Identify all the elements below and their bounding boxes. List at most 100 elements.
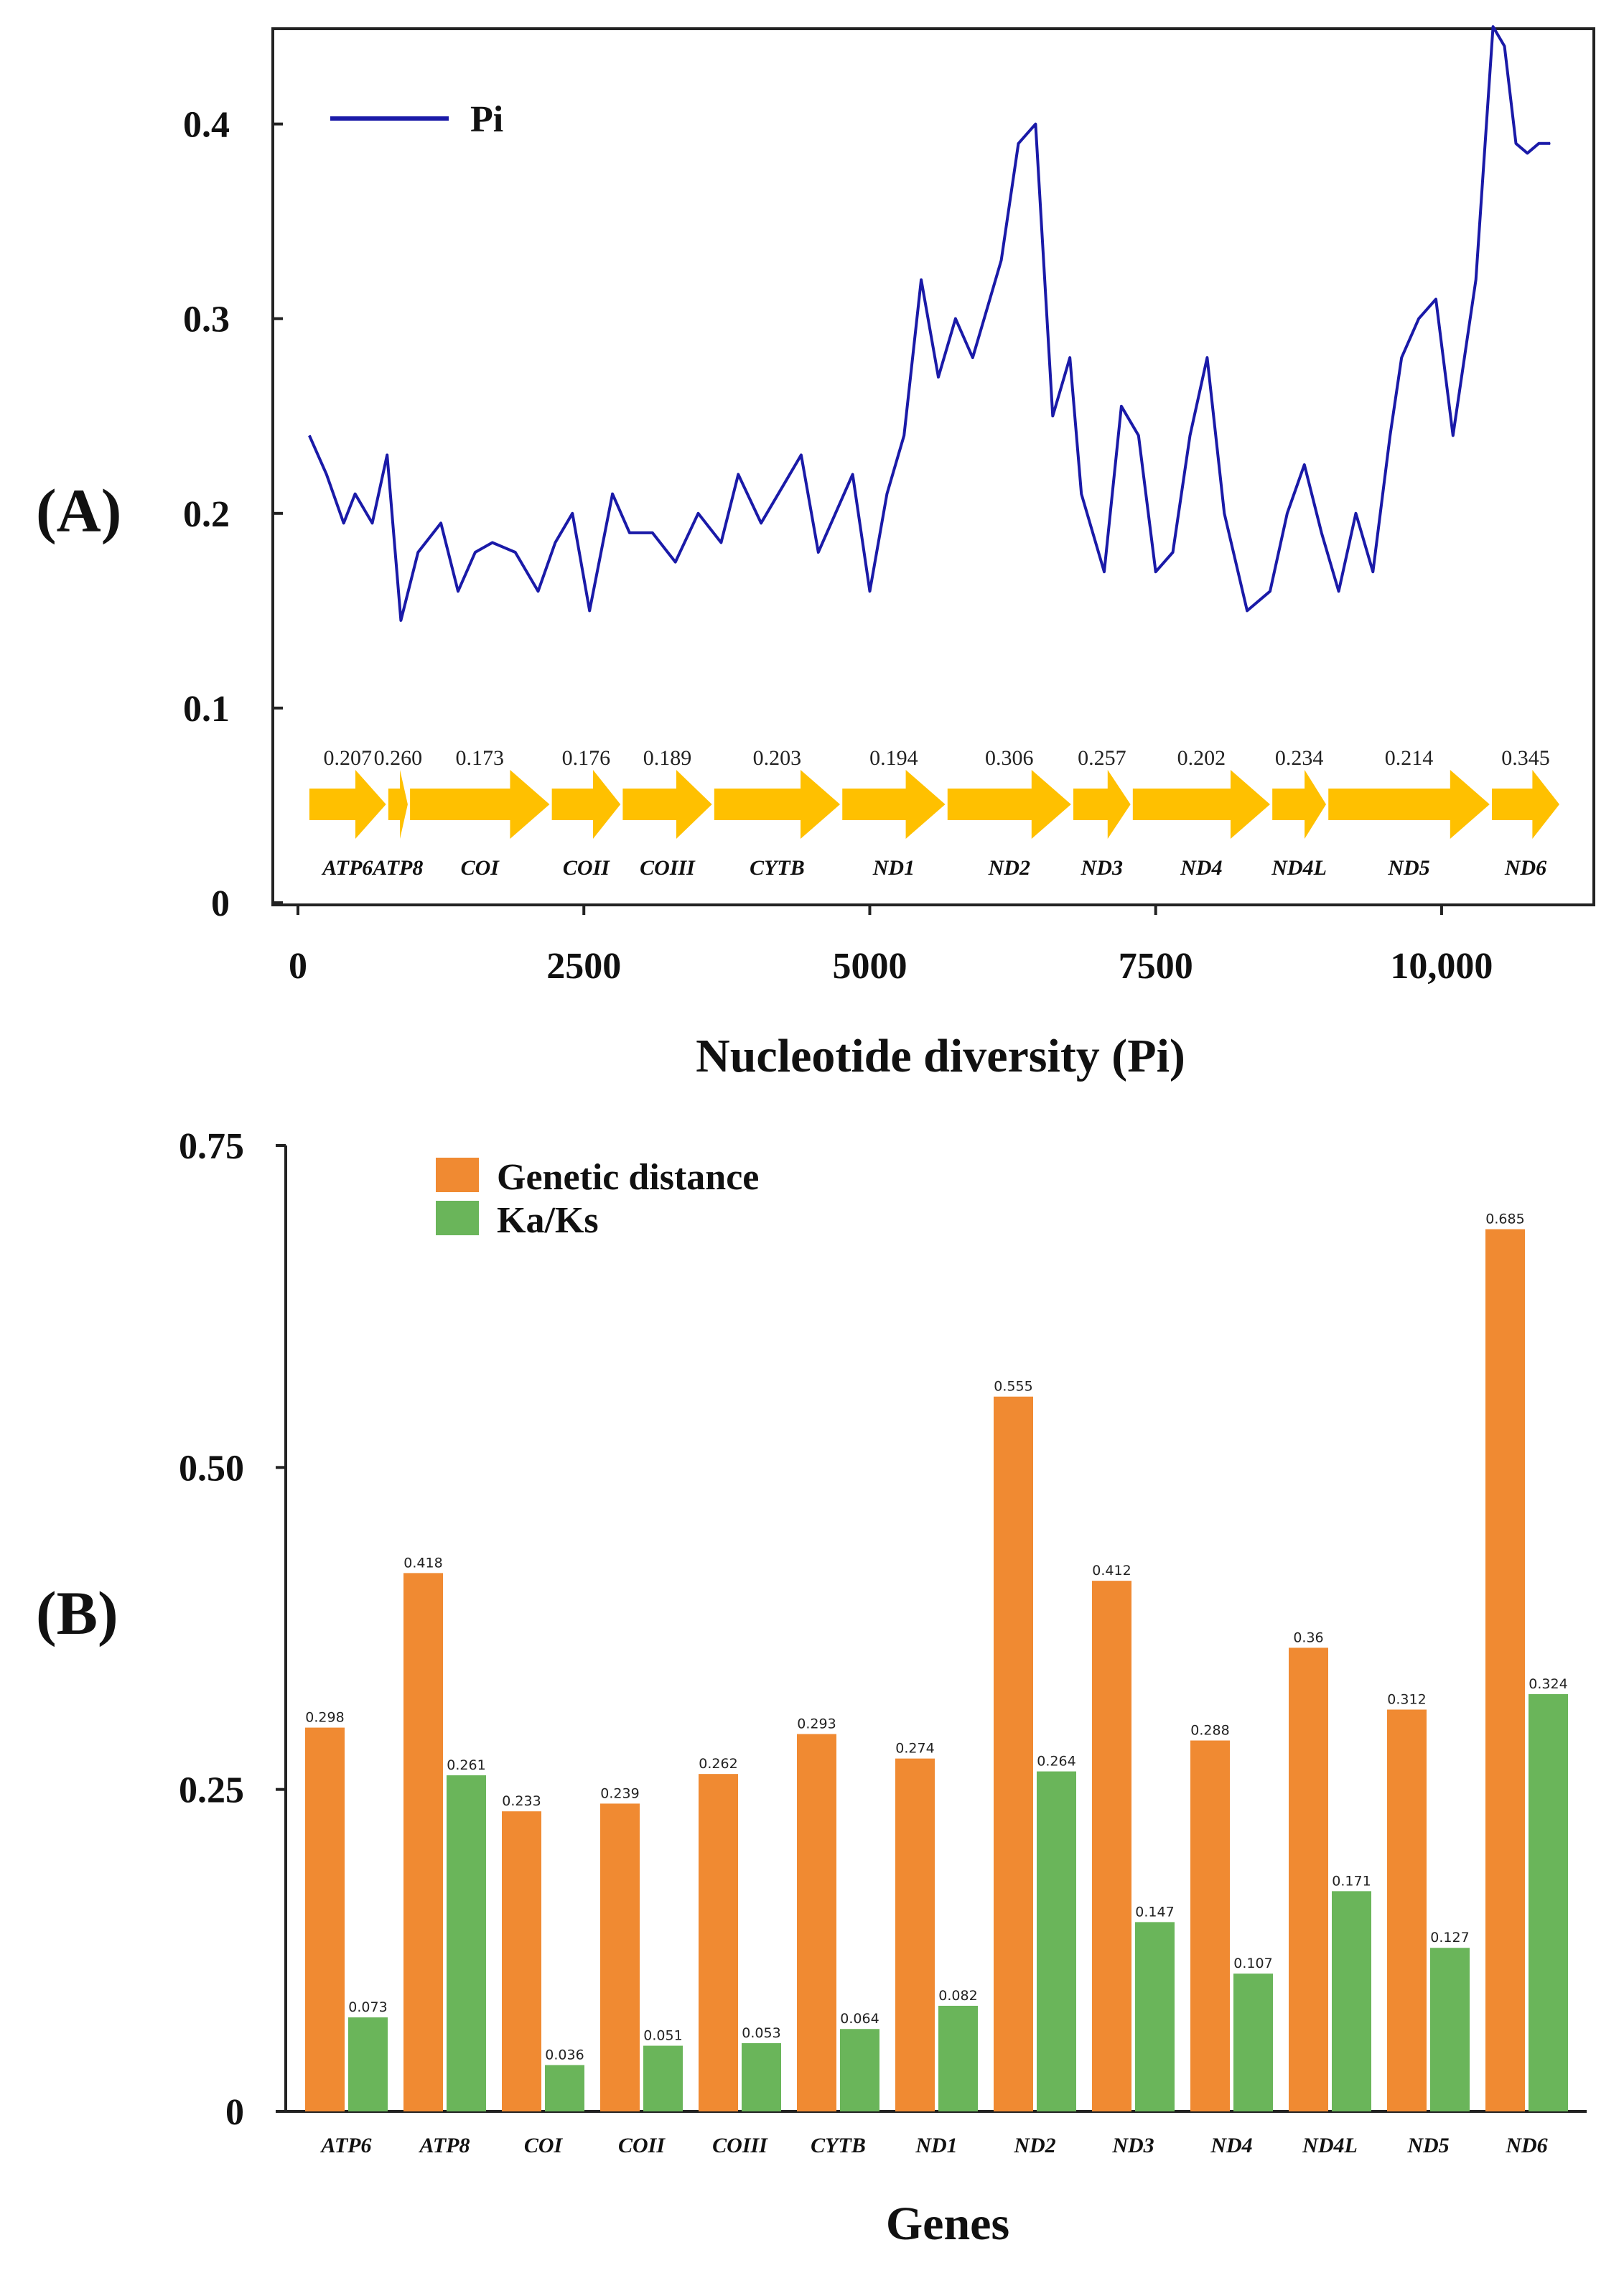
pi-data-point <box>589 610 590 611</box>
pi-data-point <box>938 376 939 378</box>
genetic-distance-bar-value: 0.312 <box>1387 1691 1426 1707</box>
genetic-distance-bar-value: 0.555 <box>994 1379 1032 1395</box>
genetic-distance-bar-value: 0.274 <box>895 1741 934 1757</box>
legend-ka-ks-label: Ka/Ks <box>497 1200 599 1241</box>
pi-data-point <box>852 474 854 475</box>
category-label: ND2 <box>1013 2134 1055 2157</box>
gene-name-label: ND4L <box>1271 856 1327 880</box>
genetic-distance-bar <box>1485 1229 1525 2111</box>
genetic-distance-bar-value: 0.298 <box>305 1710 344 1726</box>
pi-data-point <box>1452 434 1454 436</box>
gene-name-label: COI <box>461 856 500 880</box>
category-label: ND1 <box>915 2134 957 2157</box>
pi-data-point <box>417 552 419 553</box>
ka-ks-bar <box>1529 1693 1568 2111</box>
gene-pi-value: 0.214 <box>1385 746 1434 770</box>
ka-ks-bar <box>545 2065 584 2111</box>
ka-ks-bar <box>1037 1771 1076 2111</box>
gene-pi-value: 0.176 <box>562 746 611 770</box>
pi-data-point <box>629 532 630 534</box>
legend-genetic-distance-swatch <box>436 1158 479 1192</box>
ka-ks-bar <box>840 2029 879 2111</box>
ka-ks-bar <box>1430 1948 1470 2111</box>
panel-b-x-axis-title: Genes <box>886 2198 1009 2250</box>
y-tick-label: 0.25 <box>179 1770 244 1811</box>
legend-ka-ks-swatch <box>436 1201 479 1235</box>
panel-b-axes: 0 0.25 0.50 0.75 <box>179 1126 1587 2133</box>
ka-ks-bar <box>1233 1974 1273 2111</box>
gene-name-label: COII <box>563 856 610 880</box>
genetic-distance-bar-value: 0.288 <box>1190 1723 1229 1739</box>
pi-data-point <box>1172 552 1174 553</box>
legend-genetic-distance-label: Genetic distance <box>497 1157 759 1198</box>
pi-data-point <box>1321 532 1322 534</box>
gene-arrow-coii <box>551 770 621 839</box>
gene-arrow-cytb <box>714 770 841 839</box>
ka-ks-bar <box>938 2005 978 2111</box>
y-tick-label: 0.3 <box>183 299 230 340</box>
genetic-distance-bar <box>502 1811 541 2111</box>
pi-data-point <box>1246 610 1248 611</box>
ka-ks-bar-value: 0.261 <box>447 1757 485 1773</box>
pi-line-group <box>308 25 1551 622</box>
category-label: ND4L <box>1302 2134 1358 2157</box>
ka-ks-bar <box>1135 1922 1175 2111</box>
panel-b-bars: 0.298 0.073 ATP6 0.418 0.261 ATP8 0.233 0.036 CO… <box>305 1212 1568 2157</box>
ka-ks-bar-value: 0.324 <box>1529 1676 1567 1692</box>
category-label: ATP6 <box>319 2134 371 2157</box>
gene-pi-value: 0.306 <box>985 746 1034 770</box>
x-tick-label: 10,000 <box>1390 946 1493 987</box>
pi-data-point <box>783 483 785 485</box>
pi-data-point <box>372 522 373 524</box>
category-label: ATP8 <box>418 2134 470 2157</box>
ka-ks-bar-value: 0.127 <box>1430 1930 1469 1946</box>
ka-ks-bar-value: 0.073 <box>348 1999 387 2015</box>
gene-arrow-nd2 <box>947 770 1071 839</box>
pi-data-point <box>1526 152 1528 154</box>
pi-data-point <box>1338 590 1340 592</box>
ka-ks-bar-value: 0.171 <box>1332 1873 1371 1889</box>
category-label: COIII <box>712 2134 768 2157</box>
panel-a-x-axis: 0 2500 5000 7500 10,000 <box>289 905 1493 987</box>
pi-data-point <box>903 434 905 436</box>
pi-data-point <box>760 522 762 524</box>
ka-ks-bar-value: 0.082 <box>938 1988 977 2004</box>
panel-b-label: (B) <box>36 1579 118 1647</box>
gene-pi-value: 0.257 <box>1078 746 1126 770</box>
gene-name-label: ND5 <box>1387 856 1429 880</box>
gene-pi-value: 0.194 <box>869 746 918 770</box>
pi-data-point <box>652 532 653 534</box>
ka-ks-bar-value: 0.064 <box>840 2011 879 2027</box>
y-tick-label: 0.75 <box>179 1126 244 1167</box>
panel-a-y-axis: 0 0.1 0.2 0.3 0.4 <box>183 105 283 924</box>
gene-name-label: CYTB <box>750 856 805 880</box>
gene-arrow-atp8 <box>388 770 408 839</box>
pi-data-point <box>869 590 870 592</box>
pi-data-point <box>1389 434 1391 436</box>
panel-a-label: (A) <box>36 476 121 545</box>
gene-arrow-coiii <box>622 770 712 839</box>
genetic-distance-bar <box>994 1396 1033 2111</box>
pi-data-point <box>612 493 613 495</box>
gene-arrow-coi <box>410 770 550 839</box>
gene-name-label: ND4 <box>1180 856 1222 880</box>
pi-data-point <box>457 590 459 592</box>
category-label: ND5 <box>1406 2134 1449 2157</box>
category-label: CYTB <box>811 2134 866 2157</box>
pi-data-point <box>1504 45 1506 47</box>
y-tick-label: 0.1 <box>183 689 230 730</box>
gene-pi-value: 0.207 <box>324 746 373 770</box>
x-tick-label: 7500 <box>1119 946 1193 987</box>
gene-pi-value: 0.203 <box>753 746 802 770</box>
gene-pi-value: 0.189 <box>643 746 692 770</box>
pi-data-point <box>326 474 327 475</box>
gene-arrow-nd3 <box>1073 770 1131 839</box>
genetic-distance-bar <box>1190 1740 1230 2111</box>
gene-name-label: ND2 <box>988 856 1030 880</box>
pi-data-point <box>1549 143 1551 144</box>
gene-name-label: ND6 <box>1504 856 1546 880</box>
ka-ks-bar <box>447 1775 486 2111</box>
y-tick-label: 0 <box>225 2092 244 2133</box>
genetic-distance-bar-value: 0.233 <box>502 1793 541 1809</box>
